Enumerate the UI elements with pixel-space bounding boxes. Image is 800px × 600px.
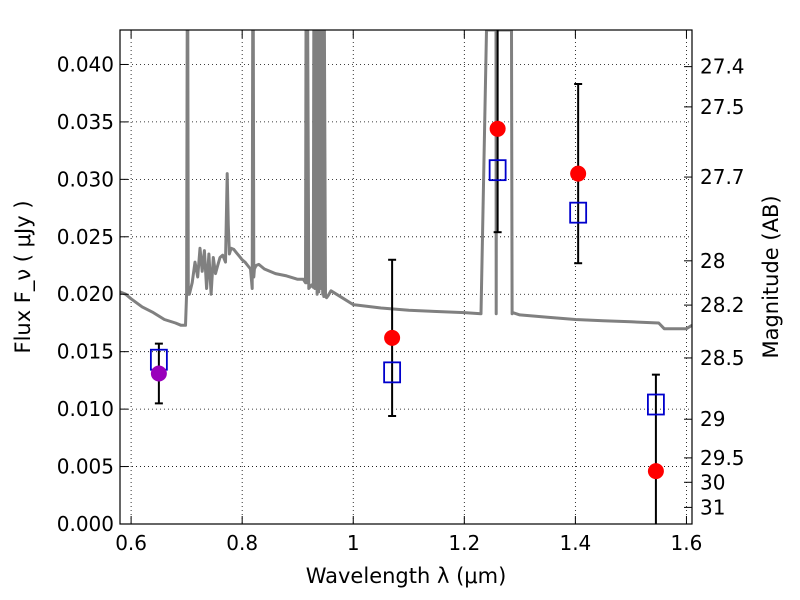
synthetic-photometry-layer [149, 159, 665, 416]
y2-tick-label: 27.7 [700, 165, 745, 189]
y-tick-label: 0.030 [57, 167, 114, 191]
x-tick-label: 1.6 [671, 531, 703, 555]
observed-point [489, 120, 506, 137]
y2-tick-label: 28 [700, 249, 725, 273]
y2-tick-label: 28.5 [700, 346, 745, 370]
y-tick-label: 0.040 [57, 52, 114, 76]
y-axis-title: Flux F_ν ( μJy ) [11, 200, 36, 353]
observed-point [150, 365, 167, 382]
y2-tick-label: 30 [700, 470, 725, 494]
synthetic-point [488, 159, 507, 182]
y-tick-label: 0.000 [57, 512, 114, 536]
x-axis-title: Wavelength λ (μm) [306, 564, 507, 588]
x-tick-label: 1.4 [559, 531, 591, 555]
y-tick-label: 0.025 [57, 225, 114, 249]
y-tick-label: 0.010 [57, 397, 114, 421]
y-tick-label: 0.015 [57, 340, 114, 364]
plot-area [120, 30, 692, 524]
y2-tick-label: 27.5 [700, 95, 745, 119]
y2-tick-label: 31 [700, 495, 725, 519]
synthetic-point [647, 393, 665, 416]
observed-point [570, 165, 587, 182]
axis-tick-labels: 0.6 0.8 1 1.2 1.4 1.6 0.000 0.005 0.010 0.015 0.02… [57, 52, 745, 555]
model-spectrum-line [120, 30, 692, 331]
observed-point [384, 329, 401, 346]
observed-photometry-layer [150, 120, 664, 480]
y2-tick-label: 27.4 [700, 55, 745, 79]
x-tick-label: 0.6 [115, 531, 147, 555]
y-tick-label: 0.005 [57, 455, 114, 479]
y2-tick-label: 28.2 [700, 293, 745, 317]
y2-axis-title: Magnitude (AB) [759, 195, 783, 358]
y2-tick-label: 29 [700, 407, 725, 431]
y-tick-label: 0.020 [57, 282, 114, 306]
model-spectrum-layer [120, 30, 692, 331]
x-tick-label: 0.8 [226, 531, 258, 555]
x-tick-label: 1 [347, 531, 360, 555]
observed-point [647, 463, 664, 480]
x-tick-label: 1.2 [448, 531, 480, 555]
y2-tick-label: 29.5 [700, 446, 745, 470]
synthetic-point [569, 201, 588, 224]
axis-ticks [120, 30, 692, 525]
y-tick-label: 0.035 [57, 110, 114, 134]
plot-background [120, 30, 692, 524]
synthetic-point [383, 361, 402, 384]
plot-frame [119, 29, 693, 525]
